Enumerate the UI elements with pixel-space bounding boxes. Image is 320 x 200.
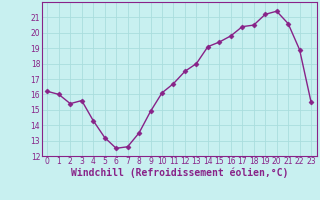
- X-axis label: Windchill (Refroidissement éolien,°C): Windchill (Refroidissement éolien,°C): [70, 168, 288, 178]
